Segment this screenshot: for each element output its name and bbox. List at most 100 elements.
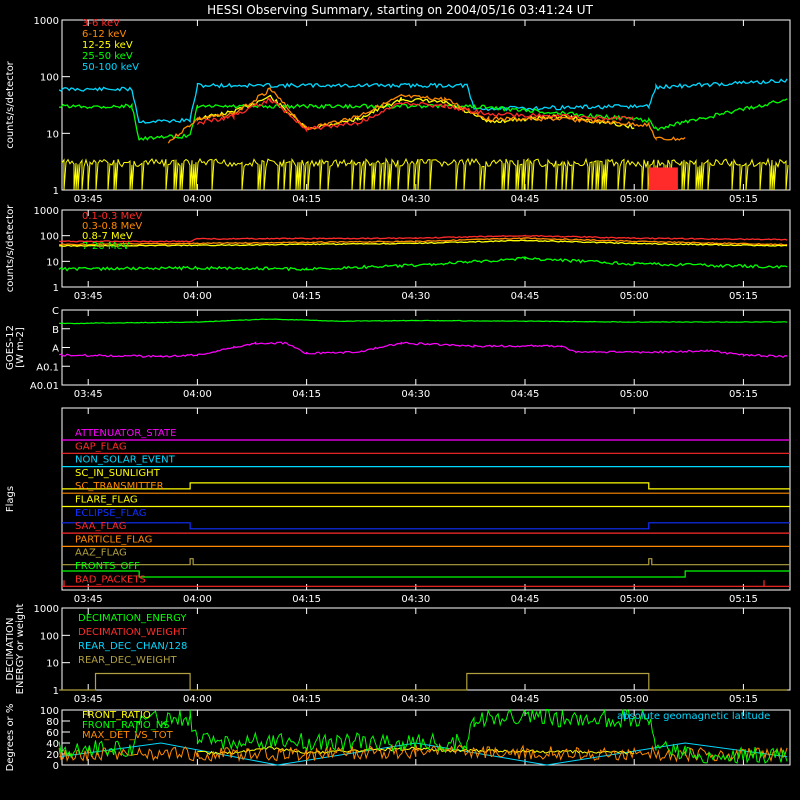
panel1-frame xyxy=(61,19,791,191)
flag-line xyxy=(62,482,790,490)
flag-label: SC_IN_SUNLIGHT xyxy=(75,468,161,479)
panel2-y-tick-label: 100 xyxy=(40,232,59,243)
legend-item: 0.3-0.8 MeV xyxy=(82,221,142,232)
legend-item: 12-25 keV xyxy=(82,40,133,51)
series-50-100-kev xyxy=(58,78,788,124)
panel3-x-tick-label: 05:00 xyxy=(620,389,649,400)
panel5-ylabel: ENERGY or weight xyxy=(15,604,26,695)
panel6-ylabel: Degrees or % xyxy=(5,704,16,772)
panel4-x-tick-label: 04:30 xyxy=(401,594,430,605)
panel6-y-tick-label: 0 xyxy=(53,761,59,772)
flag-label: NON_SOLAR_EVENT xyxy=(75,455,176,466)
legend-item: 3-6 keV xyxy=(82,18,120,29)
panel5-x-tick-label: 05:00 xyxy=(620,694,649,705)
panel5-x-tick-label: 04:00 xyxy=(183,694,212,705)
panel3-x-tick-label: 03:45 xyxy=(74,389,103,400)
panel3-y-tick-label: A0.1 xyxy=(36,362,59,373)
legend-item: 7-20 MeV xyxy=(82,241,130,252)
flag-label: FLARE_FLAG xyxy=(75,495,138,506)
panel5-y-tick-label: 10 xyxy=(46,659,59,670)
legend-item: REAR_DEC_CHAN/128 xyxy=(78,641,187,652)
panel4-x-tick-label: 05:15 xyxy=(729,594,758,605)
panel5-x-tick-label: 04:15 xyxy=(292,694,321,705)
legend-item: FRONT_RATIO xyxy=(82,710,151,721)
panel6-y-tick-label: 80 xyxy=(46,717,59,728)
legend-item: FRONT_RATIO_NS xyxy=(82,720,170,731)
panel5-y-tick-label: 1000 xyxy=(34,604,59,615)
panel6-frame xyxy=(61,709,791,766)
panel4-x-tick-label: 04:45 xyxy=(511,594,540,605)
panel4-ylabel: Flags xyxy=(5,486,16,512)
flag-label: ATTENUATOR_STATE xyxy=(75,428,176,439)
panel1-x-tick-label: 04:45 xyxy=(511,194,540,205)
series-0-3-0-8-mev xyxy=(59,237,788,246)
panel1-x-tick-label: 03:45 xyxy=(74,194,103,205)
panel1-x-tick-label: 04:30 xyxy=(401,194,430,205)
panel2-x-tick-label: 04:45 xyxy=(511,291,540,302)
panel2-y-tick-label: 1 xyxy=(53,283,59,294)
flag-label: ECLIPSE_FLAG xyxy=(75,508,146,519)
panel6-y-tick-label: 20 xyxy=(46,750,59,761)
legend-item: REAR_DEC_WEIGHT xyxy=(78,655,177,666)
series-12-25-kev xyxy=(197,94,635,131)
series-rear-dec-weight xyxy=(59,672,788,691)
chart-title: HESSI Observing Summary, starting on 200… xyxy=(207,3,593,17)
panel3-y-tick-label: A xyxy=(52,344,59,355)
panel2-x-tick-label: 04:00 xyxy=(183,291,212,302)
panel5-ylabel: DECIMATION xyxy=(5,617,16,680)
flag-line xyxy=(62,580,790,587)
panel4-x-tick-label: 04:00 xyxy=(183,594,212,605)
panel5-x-tick-label: 03:45 xyxy=(74,694,103,705)
panel1-x-tick-label: 04:00 xyxy=(183,194,212,205)
panel1-x-tick-label: 04:15 xyxy=(292,194,321,205)
flag-line xyxy=(62,570,790,578)
flag-line xyxy=(62,558,790,566)
legend-item: 6-12 keV xyxy=(82,29,126,40)
legend-item: DECIMATION_ENERGY xyxy=(78,613,187,624)
flag-label: GAP_FLAG xyxy=(75,441,127,452)
panel5-x-tick-label: 05:15 xyxy=(729,694,758,705)
flag-line xyxy=(62,522,790,530)
panel6-y-tick-label: 40 xyxy=(46,739,59,750)
panel4-frame xyxy=(61,407,791,591)
panel6-y-tick-label: 60 xyxy=(46,728,59,739)
panel2-ylabel: counts/s/detector xyxy=(5,204,16,292)
panel1-y-tick-label: 100 xyxy=(40,73,59,84)
panel3-y-tick-label: C xyxy=(52,306,59,317)
panel4-x-tick-label: 05:00 xyxy=(620,594,649,605)
panel1-y-tick-label: 10 xyxy=(46,129,59,140)
series-attenuator-block xyxy=(648,167,678,190)
series-max-det-vs-tot xyxy=(58,742,788,763)
legend-item: MAX_DET_VS_TOT xyxy=(82,730,174,741)
panel2-x-tick-label: 05:00 xyxy=(620,291,649,302)
flag-label: PARTICLE_FLAG xyxy=(75,534,152,545)
series-0-1-0-3-mev xyxy=(59,234,788,243)
panel4-x-tick-label: 03:45 xyxy=(74,594,103,605)
panel2-x-tick-label: 05:15 xyxy=(729,291,758,302)
panel3-frame xyxy=(61,309,791,386)
panel3-y-tick-label: B xyxy=(52,325,59,336)
legend-item: 0.1-0.3 MeV xyxy=(82,211,142,222)
panel1-x-tick-label: 05:00 xyxy=(620,194,649,205)
legend-item: 25-50 keV xyxy=(82,51,133,62)
panel2-x-tick-label: 04:30 xyxy=(401,291,430,302)
panel3-x-tick-label: 05:15 xyxy=(729,389,758,400)
panel2-y-tick-label: 10 xyxy=(46,257,59,268)
flag-label: BAD_PACKETS xyxy=(75,574,146,585)
panel6-y-tick-label: 100 xyxy=(40,706,59,717)
series-25-50-kev xyxy=(59,98,788,141)
panel1-x-tick-label: 05:15 xyxy=(729,194,758,205)
panel1-y-tick-label: 1000 xyxy=(34,16,59,27)
panel2-x-tick-label: 04:15 xyxy=(292,291,321,302)
panel2-y-tick-label: 1000 xyxy=(34,206,59,217)
panel5-x-tick-label: 04:45 xyxy=(511,694,540,705)
panel3-ylabel: [W m-2] xyxy=(15,327,26,368)
panel5-y-tick-label: 1 xyxy=(53,686,59,697)
panel2-frame xyxy=(61,209,791,288)
series-0-8-7-mev xyxy=(59,239,788,247)
panel3-y-tick-label: A0.01 xyxy=(30,381,59,392)
legend-item: 50-100 keV xyxy=(82,62,139,73)
panel2-x-tick-label: 03:45 xyxy=(74,291,103,302)
panel5-y-tick-label: 100 xyxy=(40,631,59,642)
